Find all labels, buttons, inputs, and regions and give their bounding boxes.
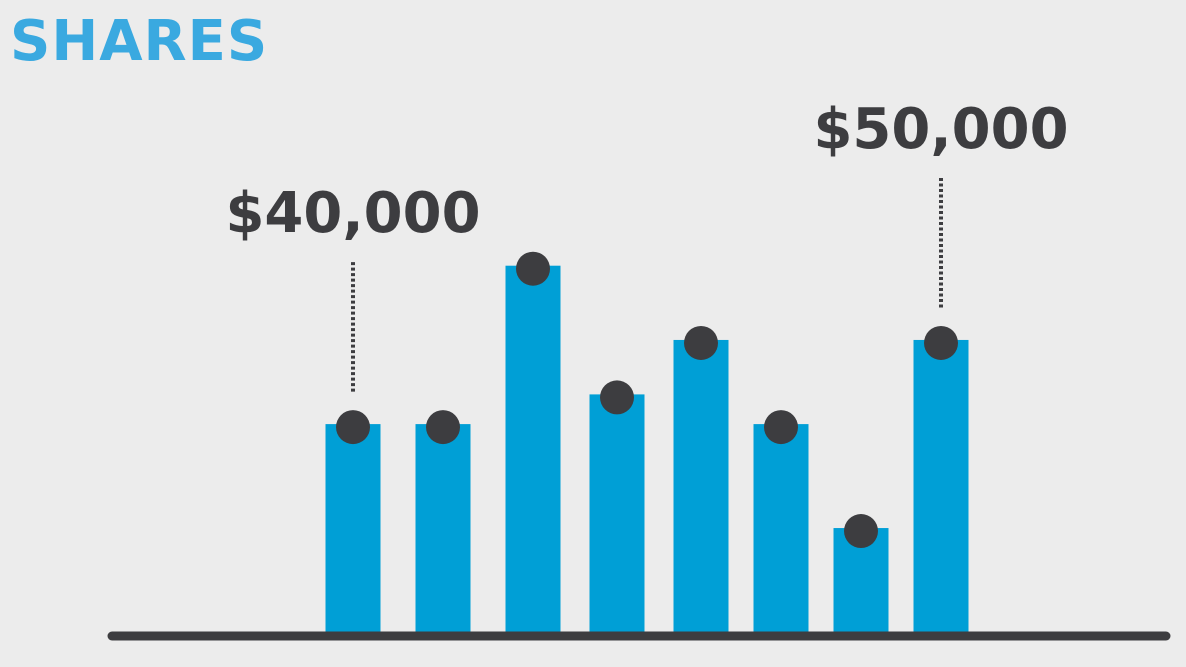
point-marker-7 [844, 514, 878, 549]
bar-8 [913, 339, 969, 632]
point-marker-2 [426, 410, 460, 445]
bar-5 [673, 339, 729, 632]
annotation-label-1: $40,000 [225, 181, 480, 246]
point-marker-3 [516, 251, 550, 286]
point-marker-6 [764, 410, 798, 445]
bars-layer [325, 265, 969, 632]
bar-4 [589, 394, 645, 632]
chart-title: SHARES [10, 9, 269, 74]
bar-2 [415, 424, 471, 632]
bar-1 [325, 424, 381, 632]
point-marker-1 [336, 410, 370, 445]
annotation-labels-layer: $40,000 $50,000 [225, 97, 1068, 246]
bar-6 [753, 424, 809, 632]
point-markers-layer [336, 251, 958, 549]
point-marker-8 [924, 325, 958, 360]
bar-3 [505, 265, 561, 632]
point-marker-4 [600, 380, 634, 415]
annotation-label-2: $50,000 [813, 97, 1068, 162]
point-marker-5 [684, 325, 718, 360]
